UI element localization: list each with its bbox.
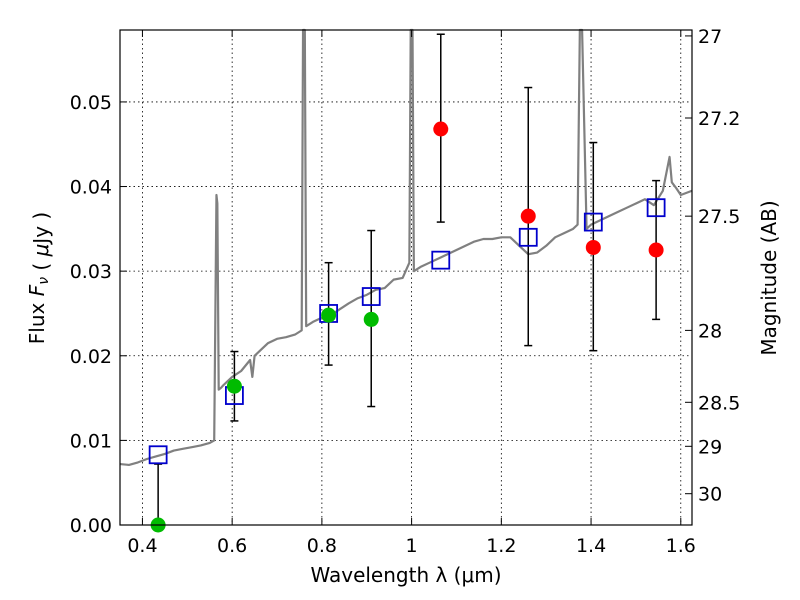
model-square: [583, 212, 603, 232]
detection-point: [226, 378, 242, 394]
x-tick-label: 1.2: [486, 535, 516, 557]
model-square: [431, 250, 451, 270]
grid-layer: [120, 30, 692, 525]
x-axis-label: Wavelength λ (μm): [310, 563, 501, 587]
y-tick-label: 0.02: [70, 346, 112, 368]
y-tick-label: 0.05: [70, 92, 112, 114]
magnitude-tick-label: 30: [698, 484, 722, 506]
limit-point: [520, 208, 536, 224]
limit-point: [585, 239, 601, 255]
tick-layer: 0.4 0.6 0.8 1 1.2 1.4 1.6 0.00 0.01 0.02 0.03 0.04 0…: [70, 26, 741, 557]
limit-point: [433, 121, 449, 137]
x-tick-label: 1.4: [576, 535, 606, 557]
detection-point: [321, 307, 337, 323]
magnitude-tick-label: 29: [698, 436, 722, 458]
y-tick-label: 0.00: [70, 515, 112, 537]
model-square: [361, 287, 381, 306]
model-square: [518, 227, 538, 247]
magnitude-tick-label: 27.5: [698, 206, 740, 228]
magnitude-tick-label: 27: [698, 26, 722, 48]
y-axis-label-left: Flux Fν ( μJy ): [25, 212, 53, 344]
spectrum-layer: [119, 28, 693, 467]
x-tick-label: 1.6: [666, 535, 696, 557]
model-square: [646, 198, 666, 218]
magnitude-tick-label: 28.5: [698, 392, 740, 414]
magnitude-tick-label: 28: [698, 320, 722, 342]
x-tick-label: 0.8: [307, 535, 337, 557]
model-square: [148, 445, 168, 465]
x-tick-label: 0.6: [217, 535, 247, 557]
y-tick-label: 0.01: [70, 430, 112, 452]
x-tick-label: 1: [406, 535, 418, 557]
x-tick-label: 0.4: [127, 535, 157, 557]
y-tick-label: 0.03: [70, 261, 112, 283]
plot-frame: [119, 29, 693, 526]
detection-point: [363, 311, 379, 327]
limit-point: [648, 242, 664, 258]
magnitude-tick-label: 27.2: [698, 108, 740, 130]
spectrum-line: [119, 28, 693, 467]
marker-layer: [148, 121, 666, 533]
y-axis-label-right: Magnitude (AB): [757, 200, 781, 355]
y-tick-label: 0.04: [70, 177, 112, 199]
